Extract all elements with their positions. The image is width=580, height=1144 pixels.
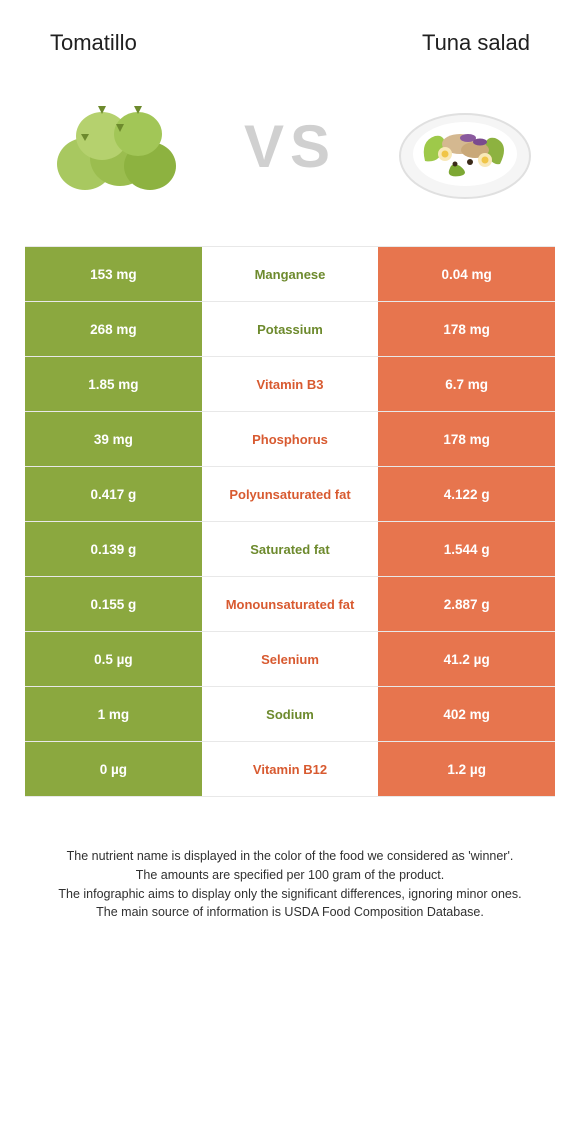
left-value: 0.5 µg: [25, 632, 202, 686]
vs-row: VS: [20, 86, 560, 246]
table-row: 1.85 mgVitamin B36.7 mg: [25, 357, 555, 412]
nutrient-name: Saturated fat: [202, 522, 379, 576]
footer-notes: The nutrient name is displayed in the co…: [20, 797, 560, 932]
left-value: 1 mg: [25, 687, 202, 741]
nutrient-name: Potassium: [202, 302, 379, 356]
left-value: 0.417 g: [25, 467, 202, 521]
footer-line: The infographic aims to display only the…: [38, 885, 542, 904]
footer-line: The amounts are specified per 100 gram o…: [38, 866, 542, 885]
table-row: 268 mgPotassium178 mg: [25, 302, 555, 357]
right-value: 178 mg: [378, 302, 555, 356]
left-value: 0.139 g: [25, 522, 202, 576]
right-food-title: Tuna salad: [422, 30, 530, 56]
table-row: 0.5 µgSelenium41.2 µg: [25, 632, 555, 687]
nutrient-name: Manganese: [202, 247, 379, 301]
right-value: 0.04 mg: [378, 247, 555, 301]
nutrient-name: Selenium: [202, 632, 379, 686]
tomatillo-icon: [40, 86, 190, 206]
right-value: 6.7 mg: [378, 357, 555, 411]
left-value: 268 mg: [25, 302, 202, 356]
nutrient-name: Vitamin B3: [202, 357, 379, 411]
right-value: 2.887 g: [378, 577, 555, 631]
nutrient-name: Sodium: [202, 687, 379, 741]
table-row: 0.155 gMonounsaturated fat2.887 g: [25, 577, 555, 632]
salad-icon: [390, 86, 540, 206]
left-food-image: [40, 86, 190, 206]
table-row: 1 mgSodium402 mg: [25, 687, 555, 742]
left-value: 39 mg: [25, 412, 202, 466]
right-value: 41.2 µg: [378, 632, 555, 686]
nutrient-name: Phosphorus: [202, 412, 379, 466]
right-food-image: [390, 86, 540, 206]
table-row: 0 µgVitamin B121.2 µg: [25, 742, 555, 797]
nutrient-name: Polyunsaturated fat: [202, 467, 379, 521]
nutrient-name: Monounsaturated fat: [202, 577, 379, 631]
right-value: 1.2 µg: [378, 742, 555, 796]
right-value: 402 mg: [378, 687, 555, 741]
table-row: 39 mgPhosphorus178 mg: [25, 412, 555, 467]
footer-line: The nutrient name is displayed in the co…: [38, 847, 542, 866]
table-row: 0.417 gPolyunsaturated fat4.122 g: [25, 467, 555, 522]
left-value: 0.155 g: [25, 577, 202, 631]
left-value: 153 mg: [25, 247, 202, 301]
left-food-title: Tomatillo: [50, 30, 137, 56]
table-row: 153 mgManganese0.04 mg: [25, 247, 555, 302]
footer-line: The main source of information is USDA F…: [38, 903, 542, 922]
right-value: 4.122 g: [378, 467, 555, 521]
vs-label: VS: [244, 112, 336, 181]
right-value: 1.544 g: [378, 522, 555, 576]
header: Tomatillo Tuna salad: [20, 20, 560, 86]
left-value: 1.85 mg: [25, 357, 202, 411]
nutrient-table: 153 mgManganese0.04 mg268 mgPotassium178…: [25, 246, 555, 797]
nutrient-name: Vitamin B12: [202, 742, 379, 796]
left-value: 0 µg: [25, 742, 202, 796]
right-value: 178 mg: [378, 412, 555, 466]
table-row: 0.139 gSaturated fat1.544 g: [25, 522, 555, 577]
